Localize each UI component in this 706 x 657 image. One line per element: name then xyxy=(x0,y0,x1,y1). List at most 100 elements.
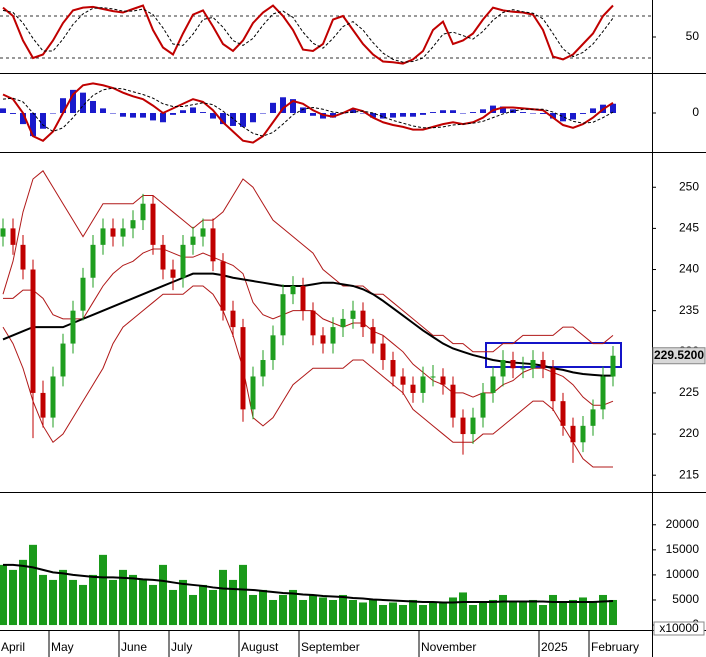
x-tick-label: February xyxy=(591,640,639,654)
histogram-bar xyxy=(110,113,116,114)
volume-bar xyxy=(599,594,607,626)
candle-body xyxy=(480,392,486,418)
x-tick-label: August xyxy=(241,640,279,654)
y-tick-label: 215 xyxy=(679,467,699,481)
histogram-bar xyxy=(210,113,216,119)
candle-body xyxy=(190,236,196,245)
candle-body xyxy=(40,392,46,418)
histogram-bar xyxy=(60,98,66,113)
candle-body xyxy=(440,376,446,385)
volume-bar xyxy=(469,604,477,626)
candle-body xyxy=(120,228,126,237)
histogram-bar xyxy=(450,110,456,113)
volume-bar xyxy=(409,599,417,626)
volume-bar xyxy=(99,554,107,626)
y-tick-label: 240 xyxy=(679,262,699,276)
volume-bar xyxy=(529,599,537,626)
overlay-line xyxy=(2,285,613,468)
volume-bar xyxy=(189,594,197,626)
histogram-bar xyxy=(370,113,376,118)
candle-body xyxy=(210,228,216,262)
x-tick-label: May xyxy=(51,640,74,654)
candle-body xyxy=(420,376,426,393)
volume-bar xyxy=(519,602,527,626)
histogram-bar xyxy=(360,113,366,114)
histogram-bar xyxy=(270,102,276,113)
x-tick-label: April xyxy=(1,640,25,654)
volume-bar xyxy=(349,599,357,626)
candle-body xyxy=(20,244,26,270)
candle-body xyxy=(450,384,456,418)
candle-body xyxy=(180,244,186,278)
candle-body xyxy=(130,220,136,229)
volume-bar xyxy=(549,594,557,626)
candle-body xyxy=(330,327,336,344)
histogram-bar xyxy=(250,113,256,123)
candle-body xyxy=(370,327,376,344)
volume-bar xyxy=(459,592,467,626)
candle-body xyxy=(140,203,146,221)
candle-body xyxy=(100,228,106,245)
volume-bar xyxy=(229,579,237,626)
last-price-box xyxy=(652,347,706,365)
histogram-bar xyxy=(200,112,206,113)
histogram-bar xyxy=(10,113,16,114)
histogram-bar xyxy=(460,113,466,114)
volume-bar xyxy=(129,574,137,626)
volume-bar xyxy=(559,602,567,626)
overlay-line xyxy=(2,170,614,353)
candle-body xyxy=(540,360,546,369)
candle-body xyxy=(240,327,246,410)
candle-body xyxy=(200,228,206,237)
candle-body xyxy=(350,310,356,319)
volume-bar xyxy=(89,574,97,626)
histogram-bar xyxy=(550,113,556,119)
volume-bar xyxy=(499,594,507,626)
candle-body xyxy=(270,335,276,361)
candle-body xyxy=(110,228,116,237)
volume-bar xyxy=(259,589,267,626)
histogram-bar xyxy=(300,107,306,113)
histogram-bar xyxy=(40,113,46,129)
candle-body xyxy=(0,228,6,237)
y-tick-label: 10000 xyxy=(666,567,700,581)
volume-bar xyxy=(79,584,87,626)
histogram-bar xyxy=(520,112,526,113)
candle-body xyxy=(160,244,166,270)
volume-bar xyxy=(369,599,377,626)
histogram-bar xyxy=(400,113,406,117)
volume-bar xyxy=(49,579,57,626)
macd-line xyxy=(2,82,614,144)
y-tick-label: 50 xyxy=(686,29,700,43)
histogram-bar xyxy=(90,100,96,113)
overlay-line xyxy=(3,248,614,406)
volume-bar xyxy=(569,599,577,626)
histogram-bar xyxy=(410,113,416,117)
y-tick-label: 20000 xyxy=(666,517,700,531)
histogram-bar xyxy=(180,110,186,113)
histogram-bar xyxy=(120,113,126,117)
volume-bar xyxy=(379,604,387,626)
y-tick-label: 5000 xyxy=(672,592,699,606)
histogram-bar xyxy=(480,109,486,113)
candle-body xyxy=(80,277,86,311)
candle-body xyxy=(230,310,236,328)
x-tick-label: 2025 xyxy=(541,640,568,654)
histogram-bar xyxy=(280,97,286,113)
histogram-bar xyxy=(540,113,546,114)
y-tick-label: 220 xyxy=(679,426,699,440)
volume-bar xyxy=(59,569,67,626)
histogram-bar xyxy=(420,113,426,115)
histogram-bar xyxy=(560,113,566,122)
macd-line xyxy=(2,87,614,137)
volume-bar xyxy=(289,589,297,626)
candle-body xyxy=(400,376,406,385)
candle-body xyxy=(70,310,76,344)
indicator-line xyxy=(2,4,614,65)
volume-bar xyxy=(199,584,207,626)
x-tick-label: September xyxy=(301,640,360,654)
y-tick-label: 15000 xyxy=(666,542,700,556)
histogram-bar xyxy=(570,113,576,120)
volume-bar xyxy=(109,579,117,626)
